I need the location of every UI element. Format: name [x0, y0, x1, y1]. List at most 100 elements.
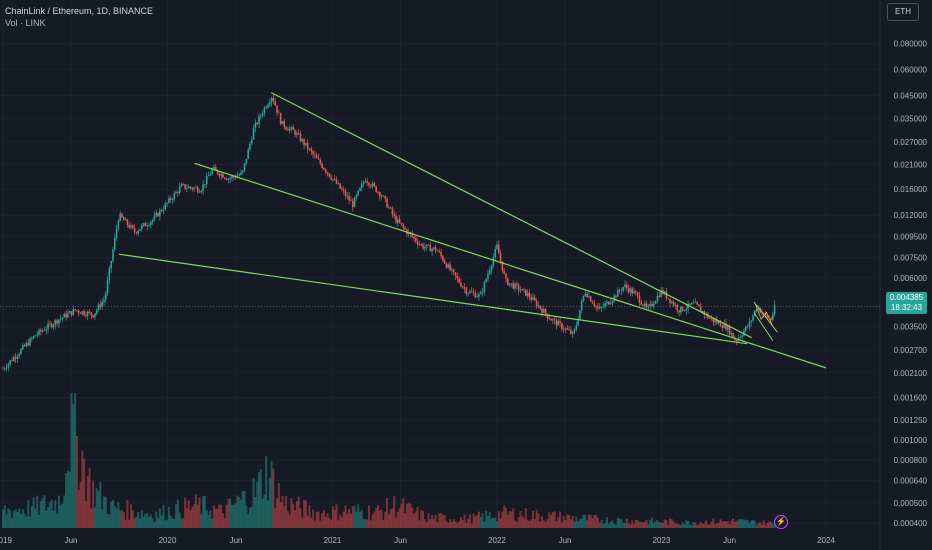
volume-bar	[598, 522, 601, 528]
volume-bar	[638, 521, 641, 528]
candle	[514, 283, 516, 289]
candle	[119, 213, 121, 221]
candle	[187, 186, 190, 189]
candle	[155, 213, 158, 216]
candle	[324, 169, 327, 173]
volume-bar	[649, 519, 652, 528]
candle	[207, 175, 210, 177]
candle	[680, 306, 682, 313]
candle	[214, 167, 217, 170]
volume-bar	[733, 521, 736, 528]
volume-bar	[409, 503, 412, 528]
candle	[613, 295, 615, 302]
candle	[378, 191, 381, 197]
candle	[342, 189, 345, 192]
candle	[730, 333, 733, 335]
candle	[265, 107, 268, 109]
volume-bar	[559, 511, 562, 528]
candle	[61, 317, 64, 319]
candle	[665, 291, 668, 299]
volume-bar	[488, 512, 491, 528]
volume-bar	[328, 517, 331, 528]
price-tick-label: 0.002700	[894, 346, 928, 355]
volume-bar	[535, 509, 538, 528]
candle	[499, 253, 502, 262]
candle	[301, 139, 304, 142]
candle	[393, 214, 396, 216]
volume-bar	[371, 514, 374, 528]
candle	[532, 297, 534, 300]
candle	[243, 163, 246, 171]
volume-bar	[656, 519, 659, 528]
candle	[636, 292, 639, 296]
volume-bar	[20, 514, 23, 528]
candle	[582, 295, 585, 302]
volume-bar	[593, 515, 596, 528]
volume-bar	[250, 506, 253, 528]
volume-bar	[111, 499, 114, 528]
volume-bar	[330, 519, 333, 528]
volume-bar	[432, 518, 435, 528]
candle	[171, 199, 174, 201]
candle	[79, 312, 82, 314]
flag-pattern	[754, 303, 774, 327]
candle	[290, 127, 293, 129]
volume-bar	[178, 512, 181, 528]
volume-bar	[771, 523, 774, 528]
volume-bar	[205, 509, 208, 528]
volume-bar	[18, 508, 21, 528]
candle	[34, 335, 37, 337]
volume-bar	[595, 514, 598, 528]
price-tick-label: 0.027000	[894, 138, 928, 147]
volume-bar	[387, 514, 390, 528]
volume-bar	[625, 518, 628, 528]
volume-bar	[757, 523, 760, 528]
volume-bar	[220, 505, 223, 528]
volume-bar	[66, 470, 69, 528]
volume-bar	[34, 508, 37, 528]
volume-bar	[474, 516, 477, 528]
candle	[160, 210, 163, 211]
time-tick-label: Jun	[394, 536, 407, 545]
volume-bar	[717, 522, 720, 528]
candle	[503, 270, 505, 274]
trendline	[118, 253, 748, 345]
candle	[440, 252, 442, 257]
candle	[604, 303, 606, 307]
candle	[117, 220, 120, 229]
volume-bar	[142, 516, 145, 528]
candle	[7, 363, 10, 368]
volume-bar	[30, 506, 33, 528]
volume-label: Vol · LINK	[5, 18, 46, 28]
volume-bar	[173, 519, 176, 528]
volume-bar	[714, 524, 717, 528]
volume-bar	[155, 511, 158, 528]
candle	[746, 326, 749, 328]
volume-bar	[708, 524, 711, 528]
volume-bar	[232, 504, 235, 528]
candle	[68, 311, 71, 314]
candle	[496, 244, 498, 250]
volume-bar	[710, 521, 713, 528]
volume-bar	[169, 515, 172, 528]
volume-bar	[297, 496, 300, 528]
volume-bar	[456, 523, 459, 528]
candle	[555, 319, 558, 326]
candle	[81, 311, 84, 314]
candle	[249, 143, 251, 150]
candle	[99, 304, 102, 307]
volume-bar	[687, 521, 690, 528]
candle	[314, 154, 316, 156]
candle	[77, 310, 80, 313]
volume-bar	[84, 500, 87, 528]
volume-bar	[705, 520, 708, 528]
candle	[671, 301, 673, 304]
volume-bar	[582, 514, 585, 528]
lightning-icon[interactable]: ⚡	[774, 515, 788, 529]
candle	[191, 187, 194, 190]
volume-bar	[580, 518, 583, 528]
volume-bar	[92, 480, 95, 528]
currency-button[interactable]: ETH	[887, 3, 919, 21]
candle	[209, 174, 212, 176]
